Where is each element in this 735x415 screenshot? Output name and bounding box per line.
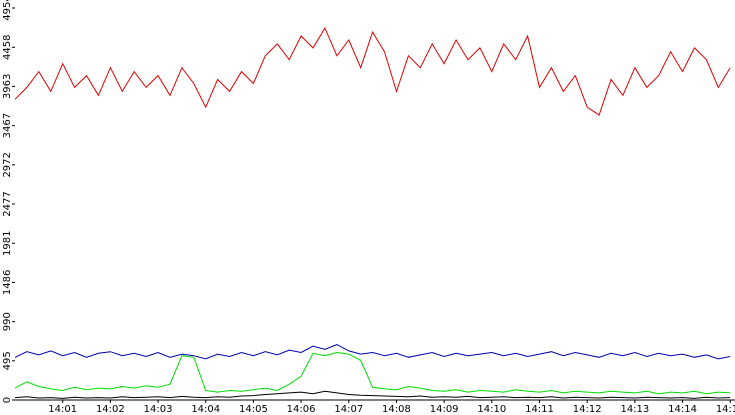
y-tick-label: 990 [2,312,13,331]
x-tick-label: 14:02 [96,404,125,415]
x-tick-label: 14:13 [620,404,649,415]
y-tick-label: 4954 [2,0,13,21]
x-tick-label: 14:08 [382,404,411,415]
x-tick-label: 14:04 [191,404,220,415]
x-tick-label: 14:01 [48,404,77,415]
x-tick-label: 14:09 [430,404,459,415]
x-tick-label: 14:12 [573,404,602,415]
y-tick-label: 2477 [2,191,13,216]
y-tick-label: 495 [2,351,13,370]
y-tick-label: 3467 [2,113,13,138]
y-tick-label: 2972 [2,152,13,177]
series-line [14,27,731,116]
series-line [14,390,731,399]
x-tick-label: 14:05 [239,404,268,415]
x-tick-label: 14:15 [716,404,735,415]
x-tick-label: 14:03 [144,404,173,415]
series-line [14,351,731,395]
x-tick-label: 14:07 [334,404,363,415]
series-line [14,344,731,360]
x-tick-label: 14:14 [668,404,697,415]
y-tick-label: 3963 [2,74,13,99]
y-tick-label: 1486 [2,270,13,295]
x-tick-label: 14:06 [287,404,316,415]
y-tick-label: 0 [2,397,13,403]
x-tick-label: 14:10 [477,404,506,415]
y-tick-label: 1981 [2,231,13,256]
y-tick-label: 4458 [2,35,13,60]
x-tick-label: 14:11 [525,404,554,415]
